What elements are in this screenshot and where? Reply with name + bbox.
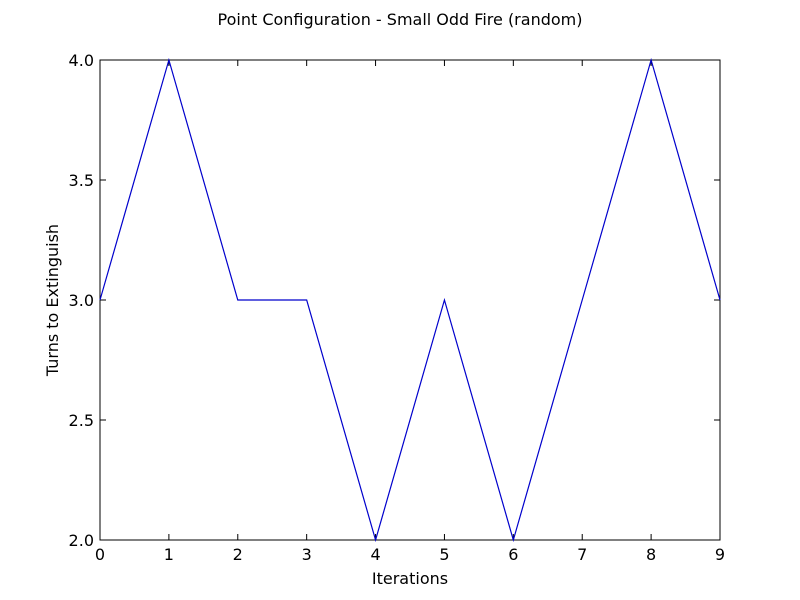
x-tick-label: 7	[577, 545, 587, 564]
y-tick-label: 4.0	[69, 51, 94, 70]
x-tick-label: 4	[370, 545, 380, 564]
x-tick-label: 9	[715, 545, 725, 564]
x-axis-label: Iterations	[372, 569, 448, 588]
y-tick-label: 3.0	[69, 291, 94, 310]
series-layer	[99, 57, 721, 543]
x-tick-label: 1	[164, 545, 174, 564]
x-tick-label: 6	[508, 545, 518, 564]
x-tick-label: 2	[233, 545, 243, 564]
plot-frame	[99, 59, 721, 541]
chart-title: Point Configuration - Small Odd Fire (ra…	[218, 10, 583, 29]
y-tick-labels: 2.0 2.5 3.0 3.5 4.0	[69, 51, 94, 550]
y-axis-label: Turns to Extinguish	[43, 224, 62, 377]
x-tick-label: 5	[439, 545, 449, 564]
series-line	[99, 57, 721, 543]
y-tick-label: 2.0	[69, 531, 94, 550]
x-tick-label: 0	[95, 545, 105, 564]
y-tick-label: 3.5	[69, 171, 94, 190]
plot-area	[99, 57, 721, 543]
y-tick-label: 2.5	[69, 411, 94, 430]
x-tick-labels: 0 1 2 3 4 5 6 7 8 9	[95, 545, 725, 564]
tick-marks	[99, 59, 721, 541]
x-tick-label: 8	[646, 545, 656, 564]
x-tick-label: 3	[302, 545, 312, 564]
